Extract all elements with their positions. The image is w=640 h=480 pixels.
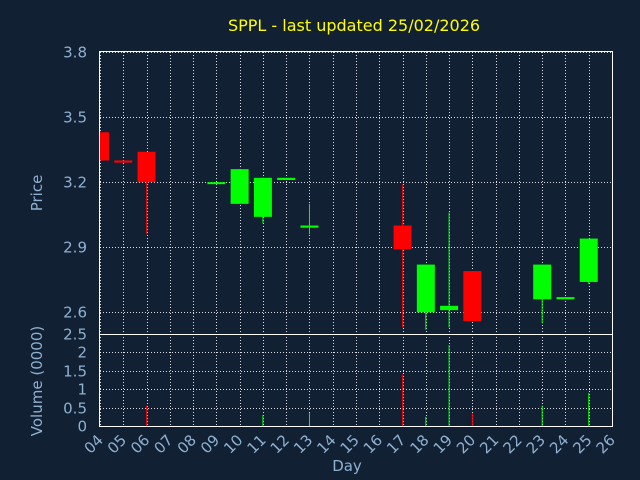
volume-panel: 00.511.522.5 Volume (0000): [28, 326, 613, 436]
volume-tick-label: 2: [77, 344, 87, 362]
candle-body: [253, 177, 272, 217]
candle-body: [137, 151, 156, 183]
x-tick-label: 26: [593, 431, 619, 457]
candle-body: [100, 132, 109, 161]
candle-body: [440, 305, 459, 311]
price-tick-label: 2.6: [63, 304, 87, 322]
volume-tick-label: 0: [77, 418, 87, 436]
price-tick-label: 2.9: [63, 239, 87, 257]
price-tick-label: 3.8: [63, 44, 87, 62]
candle-body: [114, 160, 133, 163]
volume-axis-label: Volume (0000): [28, 326, 46, 436]
candle-body: [393, 225, 412, 250]
candle-body: [416, 264, 435, 313]
candle-body: [579, 238, 598, 282]
candle-body: [533, 264, 552, 300]
candle-body: [277, 177, 296, 180]
candle-body: [463, 271, 482, 321]
price-panel: 2.6 2.9 3.2 3.5 3.8 Price: [28, 44, 613, 335]
x-axis-label: Day: [332, 457, 362, 475]
candle-body: [230, 169, 249, 204]
price-tick-label: 3.2: [63, 174, 87, 192]
volume-tick-label: 1: [77, 381, 87, 399]
price-tick-label: 3.5: [63, 109, 87, 127]
candle-body: [556, 297, 575, 300]
chart-title: SPPL - last updated 25/02/2026: [228, 16, 480, 35]
volume-tick-label: 0.5: [63, 400, 87, 418]
price-axis-label: Price: [28, 175, 46, 212]
volume-plot-frame: [99, 334, 613, 427]
candle-body: [300, 225, 319, 228]
candle-body: [207, 182, 226, 185]
volume-tick-label: 2.5: [63, 326, 87, 344]
volume-tick-label: 1.5: [63, 363, 87, 381]
